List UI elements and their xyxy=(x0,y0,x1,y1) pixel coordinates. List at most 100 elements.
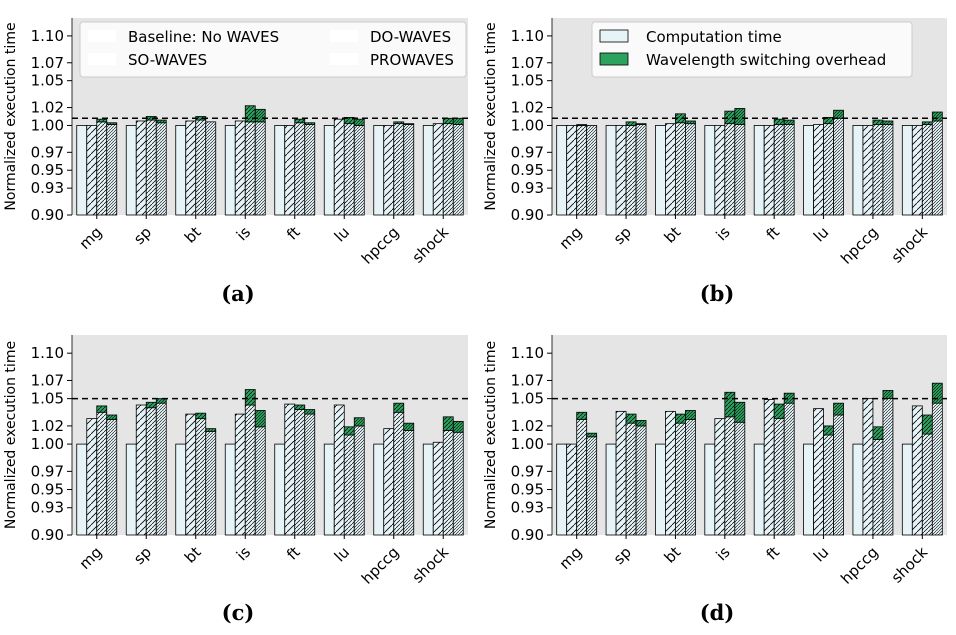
bar-hatch-prowaves-sp xyxy=(156,122,167,215)
overhead-hatch-so-waves-shock xyxy=(443,118,454,124)
x-tick-label-sp: sp xyxy=(610,223,635,248)
overhead-hatch-prowaves-hpccg xyxy=(882,120,893,125)
bar-hatch-so-waves-mg xyxy=(576,125,587,215)
overhead-hatch-so-waves-is xyxy=(724,392,735,417)
bar-hatch-so-waves-is xyxy=(724,123,735,215)
y-tick-label: 1.02 xyxy=(511,99,544,117)
bar-baseline-sp xyxy=(125,125,137,216)
bar-hatch-do-waves-ft xyxy=(764,399,775,535)
bar-baseline-hpccg xyxy=(852,125,864,216)
bar-hatch-do-waves-is xyxy=(714,418,725,535)
overhead-hatch-prowaves-bt xyxy=(205,428,216,432)
y-tick-label: 1.10 xyxy=(511,27,544,45)
y-tick-label: 1.07 xyxy=(511,54,544,72)
y-tick-label: 1.07 xyxy=(511,371,544,389)
legend-swatch xyxy=(330,30,358,42)
bar-hatch-so-waves-bt xyxy=(675,423,686,535)
y-axis-title: Normalized execution time xyxy=(3,341,19,529)
overhead-hatch-prowaves-bt xyxy=(685,120,696,124)
bar-baseline-shock xyxy=(901,443,913,536)
bar-hatch-so-waves-hpccg xyxy=(872,439,883,535)
overhead-hatch-prowaves-ft xyxy=(784,120,795,125)
x-tick-label-bt: bt xyxy=(181,223,205,247)
y-tick-label: 0.90 xyxy=(31,206,64,224)
bar-baseline-shock xyxy=(901,125,913,216)
panel-caption: (b) xyxy=(700,281,735,306)
overhead-hatch-prowaves-sp xyxy=(636,420,647,426)
bar-hatch-do-waves-bt xyxy=(185,414,196,535)
bar-hatch-prowaves-sp xyxy=(156,403,167,535)
x-tick-label-ft: ft xyxy=(283,543,304,564)
bar-baseline-mg xyxy=(556,125,568,216)
bar-baseline-bt xyxy=(175,125,187,216)
bar-hatch-do-waves-lu xyxy=(813,124,824,215)
y-tick-label: 1.07 xyxy=(31,371,64,389)
x-tick-label-ft: ft xyxy=(763,223,784,244)
panels: 0.900.930.950.971.001.021.051.071.10Norm… xyxy=(3,18,947,625)
bar-hatch-so-waves-sp xyxy=(626,423,637,535)
x-tick-label-is: is xyxy=(712,223,733,244)
bar-hatch-prowaves-lu xyxy=(354,125,365,215)
bar-hatch-do-waves-shock xyxy=(433,123,444,215)
y-tick-label: 1.02 xyxy=(511,417,544,435)
bar-hatch-so-waves-shock xyxy=(443,123,454,215)
y-tick-label: 0.95 xyxy=(511,161,544,179)
legend-a: Baseline: No WAVES DO-WAVES SO-WAVES PROWAV… xyxy=(79,21,467,78)
overhead-hatch-so-waves-bt xyxy=(195,413,206,419)
bar-hatch-do-waves-mg xyxy=(86,125,97,215)
panel-caption: (a) xyxy=(221,281,254,306)
bar-baseline-bt xyxy=(655,443,666,536)
overhead-hatch-prowaves-is xyxy=(255,109,266,122)
overhead-hatch-prowaves-lu xyxy=(833,110,844,119)
bar-baseline-shock xyxy=(422,125,434,216)
bar-hatch-do-waves-hpccg xyxy=(383,125,394,215)
bar-baseline-ft xyxy=(274,125,286,216)
bar-hatch-so-waves-ft xyxy=(774,418,785,535)
overhead-hatch-prowaves-is xyxy=(255,410,266,427)
bar-baseline-lu xyxy=(323,443,335,536)
overhead-hatch-prowaves-shock xyxy=(453,118,464,125)
bar-hatch-prowaves-ft xyxy=(304,414,315,535)
x-tick-label-is: is xyxy=(233,223,254,244)
overhead-hatch-so-waves-hpccg xyxy=(393,121,404,124)
bar-hatch-so-waves-shock xyxy=(922,124,933,215)
bar-hatch-so-waves-bt xyxy=(675,122,686,215)
chart-panel-d: 0.90 0.930.950.97 1.001.02 1.051.07 1.10 Norm… xyxy=(483,335,947,625)
bar-baseline-sp xyxy=(605,443,617,536)
bar-hatch-do-waves-sp xyxy=(136,120,147,215)
y-tick-label: 0.93 xyxy=(31,499,64,517)
bar-hatch-prowaves-is xyxy=(255,121,266,215)
bar-hatch-do-waves-sp xyxy=(616,411,627,535)
y-tick-label: 0.93 xyxy=(511,499,544,517)
bar-hatch-do-waves-hpccg xyxy=(862,125,873,215)
bar-hatch-so-waves-is xyxy=(245,405,256,535)
overhead-hatch-so-waves-ft xyxy=(774,404,785,419)
y-tick-label: 0.93 xyxy=(511,179,544,197)
bar-hatch-prowaves-lu xyxy=(833,118,844,215)
bar-hatch-do-waves-bt xyxy=(665,123,676,215)
bar-baseline-shock xyxy=(422,443,434,536)
legend-swatch xyxy=(330,53,358,65)
overhead-hatch-so-waves-mg xyxy=(96,405,107,413)
bar-hatch-so-waves-hpccg xyxy=(393,123,404,215)
overhead-hatch-prowaves-shock xyxy=(932,383,943,404)
legend-b: Computation time Wavelength switching ove… xyxy=(591,21,913,78)
bar-hatch-so-waves-mg xyxy=(96,412,107,535)
panel-caption: (d) xyxy=(700,600,735,625)
bar-hatch-do-waves-shock xyxy=(912,125,923,215)
overhead-hatch-so-waves-mg xyxy=(96,119,107,122)
overhead-hatch-so-waves-lu xyxy=(823,425,834,435)
bar-hatch-prowaves-hpccg xyxy=(882,124,893,215)
bar-baseline-bt xyxy=(655,125,666,216)
x-tick-label-lu: lu xyxy=(331,543,353,565)
bar-hatch-prowaves-hpccg xyxy=(403,430,414,535)
x-tick-label-mg: mg xyxy=(76,223,106,253)
overhead-hatch-so-waves-is xyxy=(245,389,256,405)
bar-hatch-do-waves-shock xyxy=(433,442,444,535)
overhead-hatch-so-waves-shock xyxy=(922,415,933,435)
bar-hatch-so-waves-shock xyxy=(443,430,454,535)
x-tick-label-mg: mg xyxy=(556,223,586,253)
overhead-hatch-prowaves-lu xyxy=(354,417,365,426)
bar-baseline-ft xyxy=(753,125,765,216)
bar-hatch-do-waves-lu xyxy=(334,119,345,215)
